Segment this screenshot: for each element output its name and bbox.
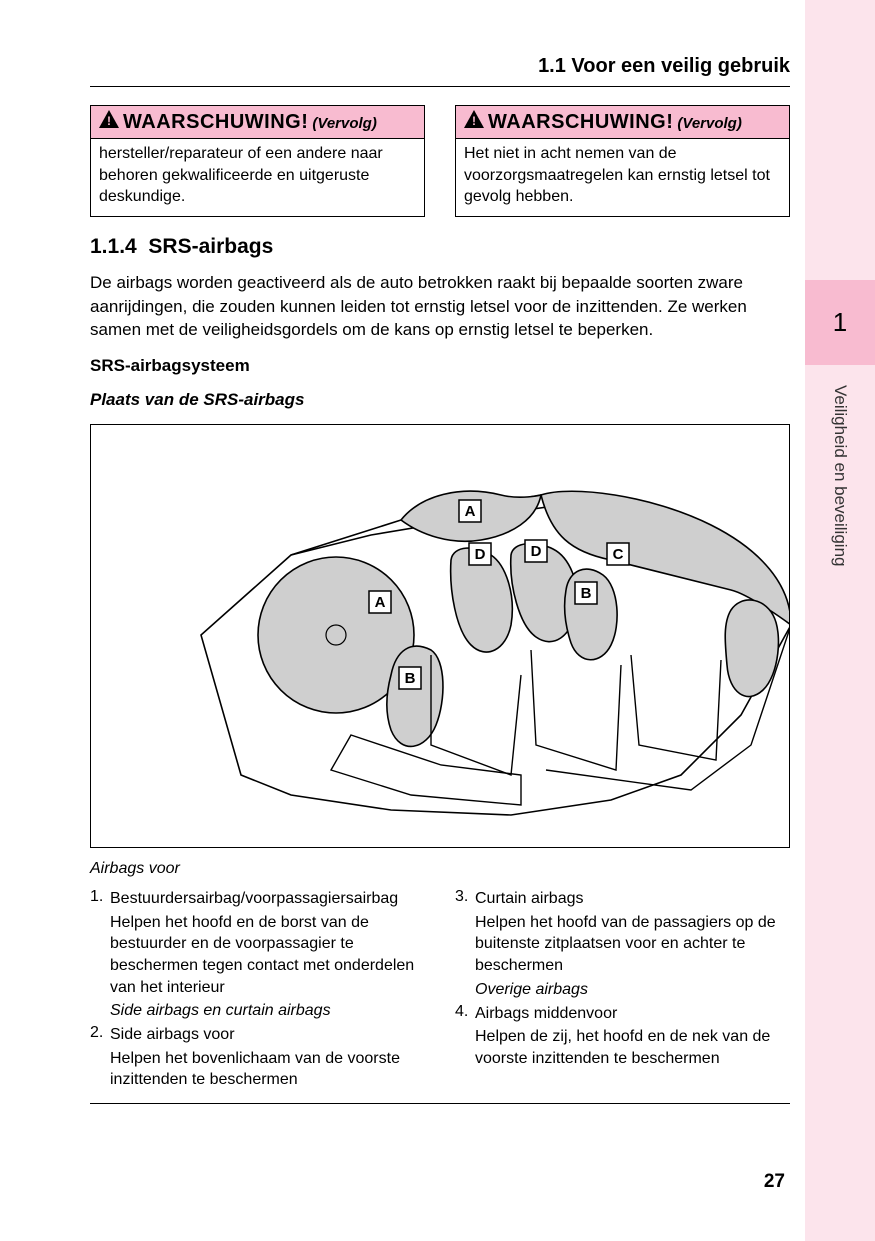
list-item: 2.Side airbags voorHelpen het bovenlicha… bbox=[90, 1024, 425, 1091]
list-columns: 1.Bestuurdersairbag/voorpassagiersairbag… bbox=[90, 888, 790, 1095]
warning-cont: (Vervolg) bbox=[677, 115, 741, 132]
warning-box-left: ! WAARSCHUWING! (Vervolg) hersteller/rep… bbox=[90, 105, 425, 217]
page: 1 Veiligheid en beveiliging 1.1 Voor een… bbox=[0, 0, 875, 1241]
subheading-location: Plaats van de SRS-airbags bbox=[90, 390, 790, 410]
section-title: SRS-airbags bbox=[148, 235, 273, 258]
warning-title-left: ! WAARSCHUWING! (Vervolg) bbox=[91, 106, 424, 139]
section-heading: 1.1.4 SRS-airbags bbox=[90, 235, 790, 259]
warning-label: WAARSCHUWING! bbox=[488, 111, 673, 134]
list-item-number: 1. bbox=[90, 888, 110, 910]
warning-cont: (Vervolg) bbox=[312, 115, 376, 132]
list-col-right: 3.Curtain airbagsHelpen het hoofd van de… bbox=[455, 888, 790, 1095]
svg-text:A: A bbox=[375, 594, 386, 611]
svg-text:C: C bbox=[613, 546, 624, 563]
warning-icon: ! bbox=[464, 110, 484, 133]
diagram-callout: B bbox=[575, 582, 597, 604]
svg-text:D: D bbox=[531, 543, 542, 560]
warning-box-right: ! WAARSCHUWING! (Vervolg) Het niet in ac… bbox=[455, 105, 790, 217]
list-item-desc: Helpen het hoofd van de passagiers op de… bbox=[475, 912, 790, 977]
airbag-diagram-svg: A D D C B A B bbox=[91, 425, 789, 847]
diagram-callout: C bbox=[607, 543, 629, 565]
svg-text:!: ! bbox=[107, 114, 111, 128]
list-item-desc: Helpen het bovenlichaam van de voorste i… bbox=[110, 1048, 425, 1091]
page-number: 27 bbox=[764, 1171, 785, 1193]
diagram-callout: D bbox=[525, 540, 547, 562]
chapter-label-tab: Veiligheid en beveiliging bbox=[805, 375, 875, 635]
svg-text:D: D bbox=[475, 546, 486, 563]
list-item-desc: Helpen het hoofd en de borst van de best… bbox=[110, 912, 425, 998]
list-item-number: 4. bbox=[455, 1003, 475, 1025]
list-item-title: Airbags middenvoor bbox=[475, 1003, 617, 1025]
list-item-desc: Helpen de zij, het hoofd en de nek van d… bbox=[475, 1026, 790, 1069]
warning-title-right: ! WAARSCHUWING! (Vervolg) bbox=[456, 106, 789, 139]
header-rule bbox=[90, 86, 790, 87]
subheading-system: SRS-airbagsysteem bbox=[90, 356, 790, 376]
diagram-callout: A bbox=[369, 591, 391, 613]
svg-text:A: A bbox=[465, 503, 476, 520]
figure-caption: Airbags voor bbox=[90, 860, 790, 878]
chapter-tab: 1 bbox=[805, 280, 875, 365]
airbag-diagram: A D D C B A B bbox=[90, 424, 790, 848]
list-item-title: Side airbags voor bbox=[110, 1024, 235, 1046]
diagram-callout: B bbox=[399, 667, 421, 689]
svg-text:B: B bbox=[581, 585, 592, 602]
warning-body-left: hersteller/reparateur of een andere naar… bbox=[91, 139, 424, 216]
list-col-left: 1.Bestuurdersairbag/voorpassagiersairbag… bbox=[90, 888, 425, 1095]
svg-text:B: B bbox=[405, 670, 416, 687]
chapter-number: 1 bbox=[833, 307, 847, 338]
list-item-number: 3. bbox=[455, 888, 475, 910]
intro-paragraph: De airbags worden geactiveerd als de aut… bbox=[90, 271, 790, 342]
warning-row: ! WAARSCHUWING! (Vervolg) hersteller/rep… bbox=[90, 105, 790, 217]
list-item: 4.Airbags middenvoorHelpen de zij, het h… bbox=[455, 1003, 790, 1070]
list-item-subcaption: Side airbags en curtain airbags bbox=[110, 1002, 425, 1020]
diagram-callout: A bbox=[459, 500, 481, 522]
section-number: 1.1.4 bbox=[90, 235, 137, 258]
warning-label: WAARSCHUWING! bbox=[123, 111, 308, 134]
chapter-label: Veiligheid en beveiliging bbox=[830, 375, 850, 566]
list-item-number: 2. bbox=[90, 1024, 110, 1046]
running-header: 1.1 Voor een veilig gebruik bbox=[90, 55, 790, 78]
list-item-title: Curtain airbags bbox=[475, 888, 584, 910]
list-item-subcaption: Overige airbags bbox=[475, 981, 790, 999]
warning-icon: ! bbox=[99, 110, 119, 133]
diagram-callout: D bbox=[469, 543, 491, 565]
warning-body-right: Het niet in acht nemen van de voorzorgsm… bbox=[456, 139, 789, 216]
content-area: 1.1 Voor een veilig gebruik ! WAARSCHUWI… bbox=[90, 55, 790, 1104]
list-item: 1.Bestuurdersairbag/voorpassagiersairbag… bbox=[90, 888, 425, 1020]
bottom-rule bbox=[90, 1103, 790, 1104]
svg-text:!: ! bbox=[472, 114, 476, 128]
list-item: 3.Curtain airbagsHelpen het hoofd van de… bbox=[455, 888, 790, 998]
list-item-title: Bestuurdersairbag/voorpassagiersairbag bbox=[110, 888, 398, 910]
